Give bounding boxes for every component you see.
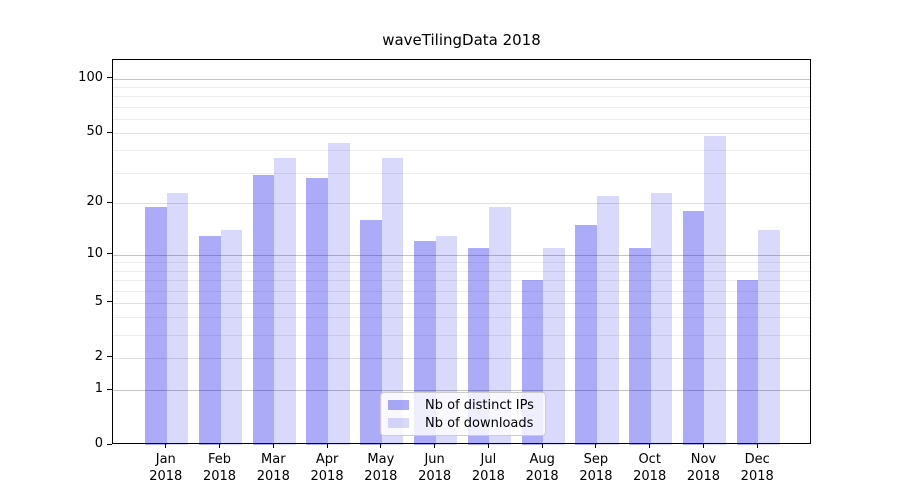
x-tick-label: Nov 2018 [686, 452, 720, 484]
bar-distinct-ips [360, 220, 382, 445]
x-tick-label: Oct 2018 [633, 452, 667, 484]
y-tick-mark [107, 356, 112, 358]
bar-distinct-ips [198, 235, 221, 445]
x-tick-label: Aug 2018 [525, 452, 559, 484]
y-tick-label: 100 [78, 69, 103, 85]
bar-downloads [489, 207, 511, 445]
gridline-major [113, 133, 810, 135]
bar-downloads [166, 192, 189, 445]
gridline-major [113, 203, 810, 205]
x-tick-mark [649, 444, 651, 448]
bar-downloads [704, 136, 727, 445]
gridline-minor [113, 118, 810, 120]
gridline-minor [113, 290, 810, 292]
x-tick-mark [272, 444, 274, 448]
legend-item-downloads: Nb of downloads [388, 414, 537, 432]
y-tick-mark [107, 131, 112, 133]
x-tick-label: Feb 2018 [202, 452, 237, 484]
y-tick-label: 10 [86, 245, 103, 261]
bar-downloads [596, 196, 619, 445]
x-tick-mark [595, 444, 597, 448]
legend-swatch-downloads [388, 418, 409, 428]
bar-distinct-ips [575, 225, 597, 445]
x-tick-mark [487, 444, 489, 448]
legend-item-distinct-ips: Nb of distinct IPs [388, 396, 537, 414]
y-tick-mark [107, 253, 112, 255]
x-tick-mark [380, 444, 382, 448]
bar-distinct-ips [145, 207, 167, 445]
bar-downloads [328, 142, 350, 445]
bar-downloads [381, 158, 404, 445]
bar-downloads [650, 192, 673, 445]
x-tick-mark [702, 444, 704, 448]
y-tick-mark [107, 301, 112, 303]
plot-area: Nb of distinct IPs Nb of downloads [112, 59, 811, 445]
gridline-minor [113, 172, 810, 174]
x-tick-mark [756, 444, 758, 448]
gridline-major [113, 254, 810, 256]
bar-downloads [220, 230, 243, 445]
x-tick-label: Dec 2018 [740, 452, 774, 484]
gridline-minor [113, 150, 810, 152]
x-tick-mark [165, 444, 167, 448]
y-tick-label: 2 [94, 348, 103, 364]
x-tick-mark [541, 444, 543, 448]
bar-downloads [758, 230, 780, 445]
legend-label-distinct-ips: Nb of distinct IPs [425, 397, 534, 413]
x-tick-label: Sep 2018 [579, 452, 613, 484]
x-tick-label: Jun 2018 [418, 452, 452, 484]
bar-distinct-ips [736, 280, 759, 445]
x-tick-mark [326, 444, 328, 448]
gridline-minor [113, 280, 810, 281]
y-tick-label: 20 [86, 194, 103, 210]
gridline-minor [113, 317, 810, 319]
bar-distinct-ips [306, 177, 329, 445]
x-tick-mark [434, 444, 436, 448]
gridline-major [113, 78, 810, 80]
x-tick-label: Jan 2018 [149, 452, 183, 484]
y-tick-label: 1 [94, 381, 103, 396]
gridline-major [113, 390, 810, 391]
y-tick-label: 0 [94, 436, 103, 451]
chart-title: waveTilingData 2018 [382, 31, 541, 49]
legend-label-downloads: Nb of downloads [425, 415, 534, 431]
gridline-minor [113, 106, 810, 108]
y-tick-label: 50 [86, 124, 103, 140]
x-tick-mark [219, 444, 221, 448]
legend-swatch-distinct-ips [388, 400, 409, 410]
gridline-major [113, 357, 810, 359]
y-tick-mark [107, 77, 112, 79]
y-tick-label: 5 [94, 293, 103, 309]
bar-downloads [274, 158, 296, 445]
gridline-minor [113, 270, 810, 272]
x-tick-label: Mar 2018 [256, 452, 290, 484]
gridline-minor [113, 262, 810, 264]
x-tick-label: Apr 2018 [310, 452, 344, 484]
x-tick-label: Jul 2018 [471, 452, 505, 484]
bar-distinct-ips [682, 211, 705, 445]
y-tick-mark [107, 443, 112, 445]
legend: Nb of distinct IPs Nb of downloads [380, 392, 546, 436]
y-tick-mark [107, 388, 112, 390]
gridline-minor [113, 87, 810, 89]
gridline-minor [113, 335, 810, 336]
bar-downloads [543, 247, 565, 445]
bar-distinct-ips [629, 247, 651, 445]
y-tick-mark [107, 201, 112, 203]
gridline-minor [113, 96, 810, 98]
x-tick-label: May 2018 [364, 452, 398, 484]
gridline-major [113, 302, 810, 304]
bar-distinct-ips [252, 175, 275, 445]
